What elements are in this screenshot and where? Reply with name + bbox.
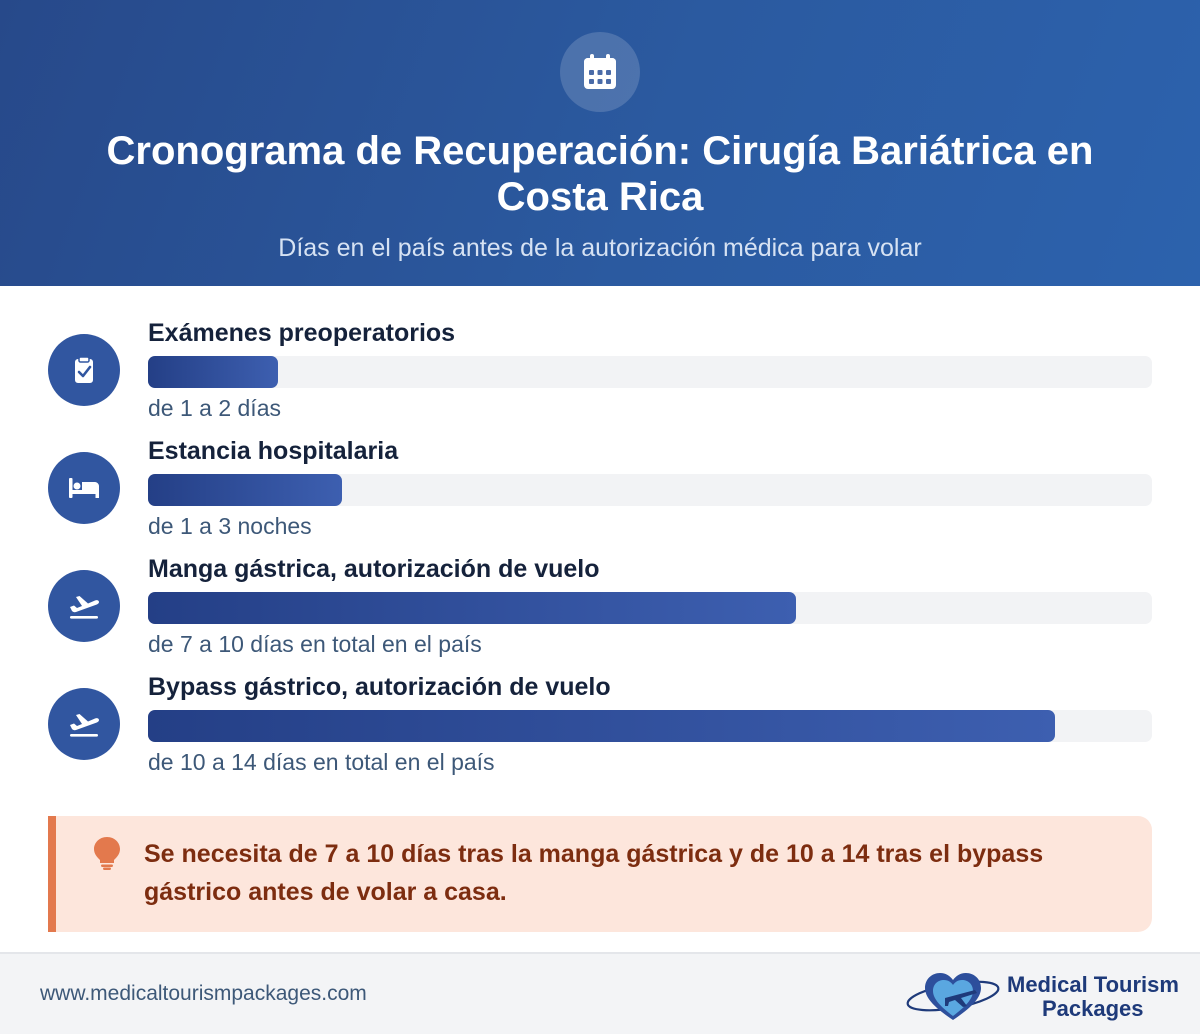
bar-track xyxy=(148,356,1152,388)
value-label: de 10 a 14 días en total en el país xyxy=(148,749,495,775)
bed-icon xyxy=(48,452,120,524)
website-link[interactable]: www.medicaltourismpackages.com xyxy=(40,982,367,1005)
info-note: Se necesita de 7 a 10 días tras la manga… xyxy=(48,816,1152,932)
bar-track xyxy=(148,474,1152,506)
bar xyxy=(148,474,342,506)
value-label: de 1 a 2 días xyxy=(148,395,281,421)
page-subtitle: Días en el país antes de la autorización… xyxy=(278,234,922,262)
chart-row: Estancia hospitalaria de 1 a 3 noches xyxy=(0,434,1200,552)
clipboard-check-icon xyxy=(48,334,120,406)
bar-track xyxy=(148,592,1152,624)
brand-logo: Medical Tourism Packages xyxy=(905,968,1179,1024)
heart-plane-logo-icon xyxy=(906,973,1000,1020)
note-text: Se necesita de 7 a 10 días tras la manga… xyxy=(144,840,1044,906)
chart-row: Bypass gástrico, autorización de vuelo de… xyxy=(0,670,1200,788)
category-label: Bypass gástrico, autorización de vuelo xyxy=(148,673,611,701)
page-title: Cronograma de Recuperación: Cirugía Bari… xyxy=(106,129,1094,219)
footer: www.medicaltourismpackages.com Medical T… xyxy=(0,952,1200,1034)
header: Cronograma de Recuperación: Cirugía Bari… xyxy=(0,0,1200,286)
chart-row: Exámenes preoperatorios de 1 a 2 días xyxy=(0,316,1200,434)
chart-row: Manga gástrica, autorización de vuelo de … xyxy=(0,552,1200,670)
plane-departure-icon xyxy=(48,688,120,760)
bar xyxy=(148,356,278,388)
calendar-icon xyxy=(560,32,640,112)
value-label: de 7 a 10 días en total en el país xyxy=(148,631,482,657)
category-label: Exámenes preoperatorios xyxy=(148,319,456,347)
category-label: Manga gástrica, autorización de vuelo xyxy=(148,555,600,583)
category-label: Estancia hospitalaria xyxy=(148,437,399,465)
plane-departure-icon xyxy=(48,570,120,642)
value-label: de 1 a 3 noches xyxy=(148,513,312,539)
logo-text-line2: Packages xyxy=(1042,996,1144,1021)
bar xyxy=(148,710,1055,742)
lightbulb-icon xyxy=(94,837,120,870)
bar-track xyxy=(148,710,1152,742)
bar xyxy=(148,592,796,624)
logo-text-line1: Medical Tourism xyxy=(1007,972,1179,997)
